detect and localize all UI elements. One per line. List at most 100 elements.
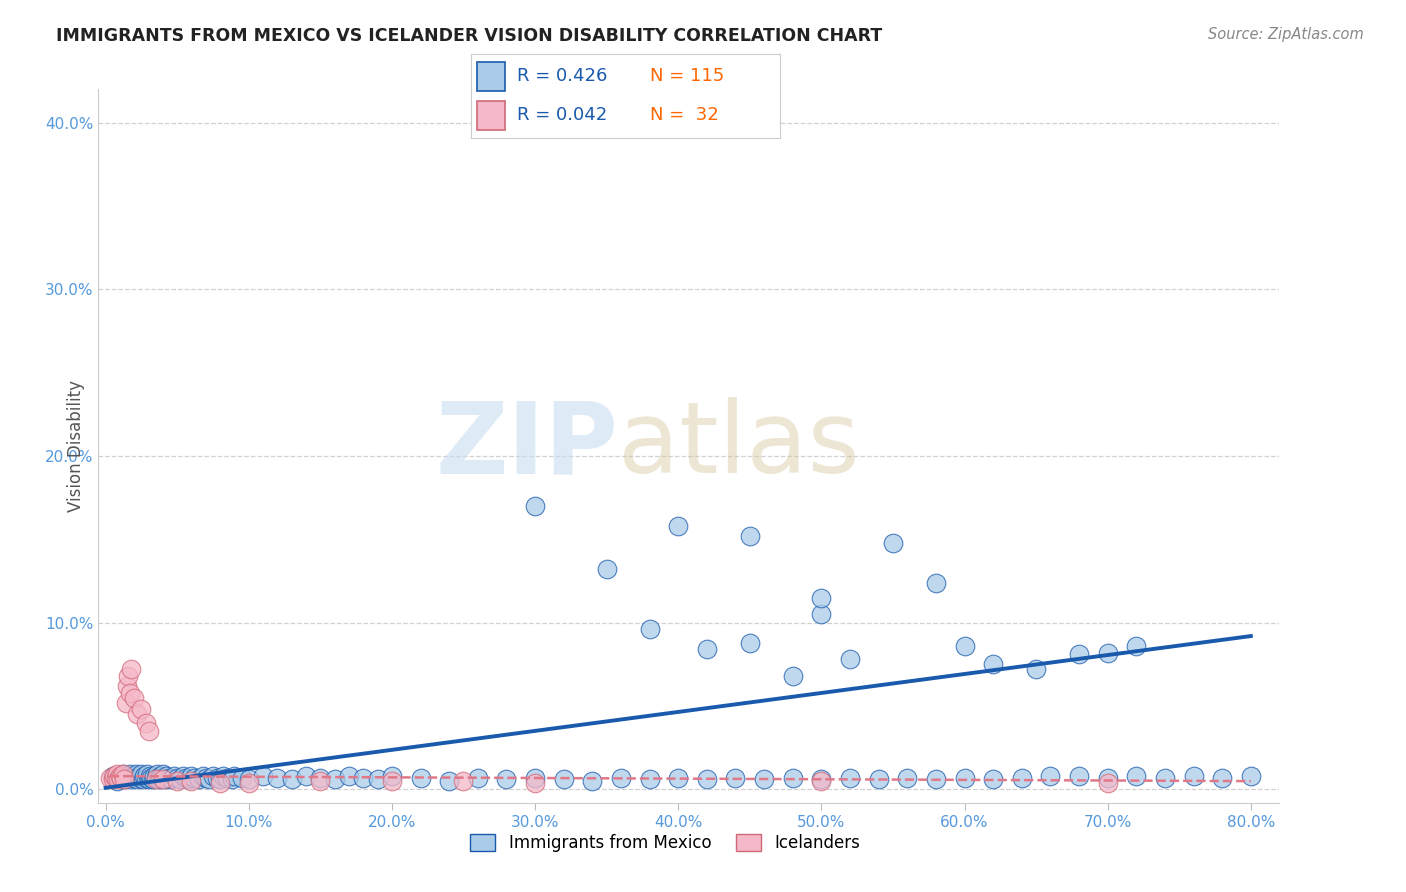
Point <box>191 769 214 783</box>
Point <box>111 767 134 781</box>
Point <box>1211 771 1233 785</box>
Point <box>666 519 689 533</box>
Point <box>337 769 360 783</box>
Point <box>839 652 862 666</box>
Point <box>738 636 761 650</box>
Point <box>381 769 404 783</box>
Point <box>104 771 127 785</box>
Point <box>221 772 243 787</box>
Point <box>107 772 129 787</box>
Point <box>231 771 253 785</box>
Point <box>839 771 862 785</box>
Text: atlas: atlas <box>619 398 859 494</box>
Bar <box>477 62 505 91</box>
Point <box>953 639 976 653</box>
Point <box>1097 776 1119 790</box>
Point <box>125 707 148 722</box>
Point <box>115 769 138 783</box>
Point <box>381 774 404 789</box>
Point <box>103 769 125 783</box>
Point <box>524 776 547 790</box>
Point <box>1025 662 1047 676</box>
Point <box>132 772 155 787</box>
Bar <box>477 101 505 130</box>
Point <box>367 772 389 787</box>
Point <box>666 771 689 785</box>
Point <box>98 771 121 785</box>
Point <box>152 772 174 787</box>
Point <box>553 772 575 787</box>
Point <box>121 769 143 783</box>
Point <box>187 772 209 787</box>
Point <box>149 769 172 783</box>
Point <box>172 769 194 783</box>
Point <box>207 771 229 785</box>
Point <box>981 772 1004 787</box>
Point <box>105 774 128 789</box>
Point <box>896 771 918 785</box>
Point <box>752 772 775 787</box>
Point <box>128 769 150 783</box>
Point <box>352 771 374 785</box>
Point <box>309 771 332 785</box>
Text: R = 0.426: R = 0.426 <box>517 68 607 86</box>
Point <box>238 776 260 790</box>
Point <box>524 499 547 513</box>
Point <box>524 771 547 785</box>
Point <box>110 771 132 785</box>
Point <box>101 772 124 787</box>
Point <box>495 772 517 787</box>
Point <box>101 769 124 783</box>
Point <box>581 774 603 789</box>
Point <box>108 771 131 785</box>
Point <box>139 769 162 783</box>
Point <box>141 771 163 785</box>
Point <box>868 772 890 787</box>
Point <box>224 769 246 783</box>
Point <box>782 669 804 683</box>
Point <box>122 690 145 705</box>
Point <box>117 669 139 683</box>
Point <box>882 535 904 549</box>
Point <box>323 772 346 787</box>
Point <box>145 772 167 787</box>
Text: N = 115: N = 115 <box>651 68 724 86</box>
Point <box>120 662 142 676</box>
Point <box>122 771 145 785</box>
Point <box>180 774 202 789</box>
Point <box>810 591 832 605</box>
Point <box>696 772 718 787</box>
Point <box>145 771 167 785</box>
Point <box>1067 648 1090 662</box>
Point <box>696 642 718 657</box>
Point <box>136 767 159 781</box>
Text: N =  32: N = 32 <box>651 106 718 124</box>
Point <box>146 767 169 781</box>
Point <box>810 772 832 787</box>
Point <box>1097 646 1119 660</box>
Point <box>266 771 288 785</box>
Point <box>981 657 1004 672</box>
Point <box>129 771 152 785</box>
Point <box>166 771 188 785</box>
Point <box>782 771 804 785</box>
Point <box>209 772 232 787</box>
Point <box>177 772 200 787</box>
Point <box>124 767 146 781</box>
Point <box>595 562 617 576</box>
Point <box>131 702 153 716</box>
Point <box>174 771 197 785</box>
Point <box>152 767 174 781</box>
Point <box>115 679 138 693</box>
Point <box>1240 769 1263 783</box>
Point <box>135 715 157 730</box>
Point <box>810 607 832 622</box>
Point <box>638 772 661 787</box>
Point <box>1039 769 1062 783</box>
Point <box>105 767 128 781</box>
Point <box>120 772 142 787</box>
Point <box>166 774 188 789</box>
Point <box>118 686 141 700</box>
Point <box>925 575 948 590</box>
Point <box>724 771 747 785</box>
